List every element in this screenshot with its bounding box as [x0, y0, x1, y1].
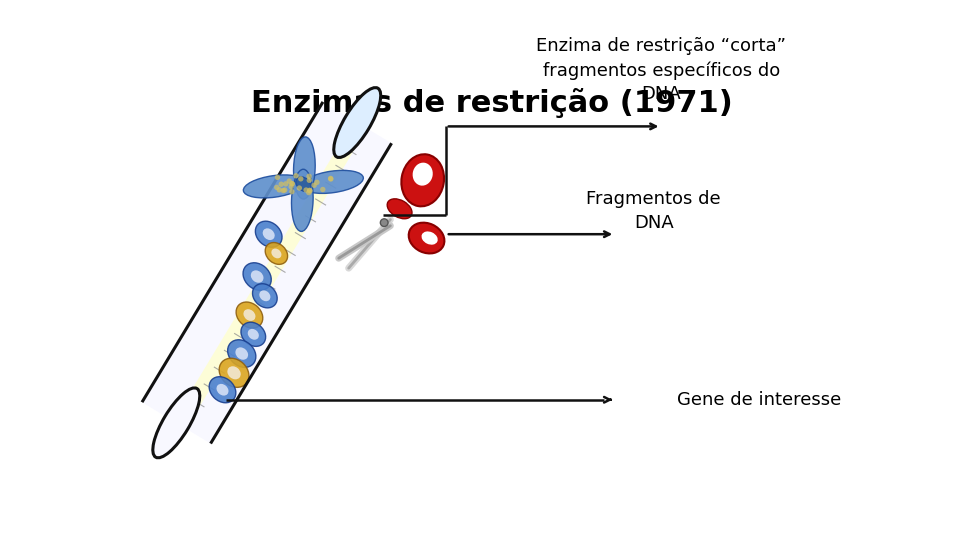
Circle shape	[276, 187, 282, 193]
Ellipse shape	[243, 263, 272, 291]
Circle shape	[306, 173, 312, 179]
Ellipse shape	[244, 309, 255, 321]
Ellipse shape	[265, 242, 288, 265]
Ellipse shape	[252, 284, 277, 308]
Text: Gene de interesse: Gene de interesse	[677, 391, 841, 409]
Ellipse shape	[409, 222, 444, 253]
Ellipse shape	[413, 163, 433, 186]
Ellipse shape	[209, 377, 236, 403]
Text: Enzima de restrição “corta”
fragmentos específicos do
DNA: Enzima de restrição “corta” fragmentos e…	[537, 37, 786, 103]
Ellipse shape	[296, 177, 311, 192]
Circle shape	[328, 176, 333, 181]
Ellipse shape	[228, 340, 256, 367]
Circle shape	[278, 181, 284, 187]
Circle shape	[289, 189, 295, 194]
Circle shape	[280, 188, 286, 193]
Polygon shape	[142, 102, 392, 443]
Polygon shape	[173, 120, 367, 429]
Ellipse shape	[235, 347, 248, 360]
Ellipse shape	[251, 271, 263, 283]
Ellipse shape	[294, 137, 315, 199]
Circle shape	[282, 187, 287, 193]
Ellipse shape	[334, 87, 381, 158]
Circle shape	[307, 188, 313, 193]
Text: Enzimas de restrição (1971): Enzimas de restrição (1971)	[252, 88, 732, 118]
Ellipse shape	[401, 154, 444, 206]
Circle shape	[328, 177, 333, 182]
Text: Fragmentos de
DNA: Fragmentos de DNA	[587, 190, 721, 232]
Ellipse shape	[421, 232, 438, 245]
Circle shape	[307, 187, 312, 193]
Ellipse shape	[272, 248, 281, 258]
Circle shape	[306, 190, 311, 195]
Ellipse shape	[263, 228, 275, 240]
Circle shape	[289, 181, 295, 186]
Ellipse shape	[248, 329, 259, 340]
Circle shape	[311, 183, 317, 188]
Circle shape	[274, 185, 279, 190]
Ellipse shape	[217, 384, 228, 396]
Ellipse shape	[236, 302, 263, 328]
Circle shape	[380, 219, 388, 226]
Circle shape	[290, 181, 295, 186]
Circle shape	[303, 187, 309, 193]
Ellipse shape	[387, 199, 412, 219]
Circle shape	[314, 180, 320, 185]
Ellipse shape	[219, 358, 249, 387]
Ellipse shape	[153, 388, 200, 458]
Circle shape	[297, 185, 302, 191]
Circle shape	[286, 178, 292, 184]
Circle shape	[275, 174, 280, 180]
Ellipse shape	[301, 171, 363, 193]
Circle shape	[320, 187, 325, 192]
Ellipse shape	[228, 366, 241, 379]
Ellipse shape	[244, 175, 305, 198]
Circle shape	[299, 176, 303, 181]
Circle shape	[306, 178, 312, 183]
Circle shape	[289, 184, 294, 190]
Ellipse shape	[292, 169, 313, 232]
Ellipse shape	[241, 322, 266, 346]
Ellipse shape	[255, 221, 282, 247]
Ellipse shape	[259, 291, 271, 301]
Circle shape	[294, 173, 299, 178]
Circle shape	[283, 181, 288, 187]
